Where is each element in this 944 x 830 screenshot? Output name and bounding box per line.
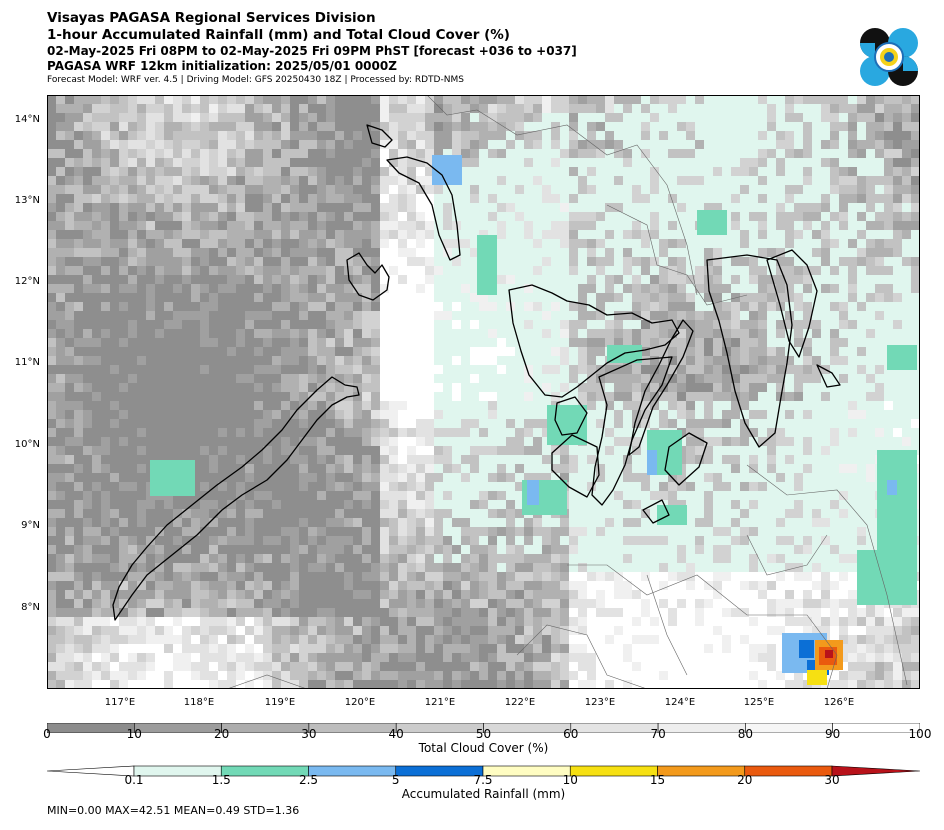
latitude-label: 11°N: [14, 357, 40, 368]
longitude-label: 117°E: [104, 697, 136, 708]
longitude-label: 124°E: [664, 697, 696, 708]
rainfall-tick: 5: [391, 773, 400, 787]
latitude-label: 8°N: [21, 602, 40, 613]
longitude-label: 121°E: [424, 697, 456, 708]
map-header: Visayas PAGASA Regional Services Divisio…: [47, 10, 577, 86]
cloud-cover-tick: 50: [475, 727, 492, 741]
cloud-cover-tick: 80: [737, 727, 754, 741]
rainfall-tick: 15: [649, 773, 666, 787]
rainfall-over-extension: [831, 765, 921, 777]
cloud-cover-tick: 40: [388, 727, 404, 741]
forecast-period: 02-May-2025 Fri 08PM to 02-May-2025 Fri …: [47, 44, 577, 58]
forecast-map: [47, 95, 920, 689]
rainfall-colorbar: [46, 762, 921, 777]
cloud-cover-tick: 10: [126, 727, 142, 741]
rainfall-tick: 30: [824, 773, 840, 787]
map-title: Visayas PAGASA Regional Services Divisio…: [47, 10, 376, 26]
longitude-label: 126°E: [823, 697, 855, 708]
rainfall-tick: 20: [737, 773, 753, 787]
latitude-label: 9°N: [21, 520, 40, 531]
longitude-label: 125°E: [743, 697, 775, 708]
latitude-label: 12°N: [14, 276, 40, 287]
rainfall-statistics: MIN=0.00 MAX=42.51 MEAN=0.49 STD=1.36: [47, 804, 300, 817]
cloud-cover-tick: 60: [563, 727, 579, 741]
longitude-label: 118°E: [183, 697, 215, 708]
longitude-label: 123°E: [584, 697, 616, 708]
longitude-label: 119°E: [264, 697, 296, 708]
model-info: Forecast Model: WRF ver. 4.5 | Driving M…: [47, 75, 464, 85]
latitude-label: 10°N: [14, 439, 40, 450]
cloud-cover-tick: 0: [43, 727, 51, 741]
initialization-info: PAGASA WRF 12km initialization: 2025/05/…: [47, 59, 397, 73]
rainfall-tick: 0.1: [124, 773, 144, 787]
latitude-label: 14°N: [14, 114, 40, 125]
cloud-cover-colorbar-title: Total Cloud Cover (%): [418, 741, 549, 755]
rainfall-tick: 7.5: [473, 773, 493, 787]
cloud-cover-tick: 90: [825, 727, 841, 741]
latitude-label: 13°N: [14, 195, 40, 206]
longitude-label: 122°E: [504, 697, 536, 708]
rainfall-tick: 2.5: [298, 773, 319, 787]
rainfall-colorbar-title: Accumulated Rainfall (mm): [401, 787, 566, 801]
rainfall-tick: 1.5: [211, 773, 231, 787]
longitude-label: 120°E: [344, 697, 376, 708]
cloud-cover-tick: 100: [908, 727, 932, 741]
map-subtitle: 1-hour Accumulated Rainfall (mm) and Tot…: [47, 27, 510, 43]
cloud-cover-tick: 30: [301, 727, 317, 741]
cloud-cover-colorbar: [46, 718, 921, 734]
cloud-cover-tick: 70: [650, 727, 666, 741]
rainfall-tick: 10: [562, 773, 578, 787]
pagasa-logo: [858, 26, 920, 88]
cloud-cover-tick: 20: [213, 727, 230, 741]
